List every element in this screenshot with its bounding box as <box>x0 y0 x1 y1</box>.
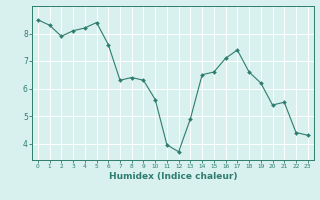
X-axis label: Humidex (Indice chaleur): Humidex (Indice chaleur) <box>108 172 237 181</box>
